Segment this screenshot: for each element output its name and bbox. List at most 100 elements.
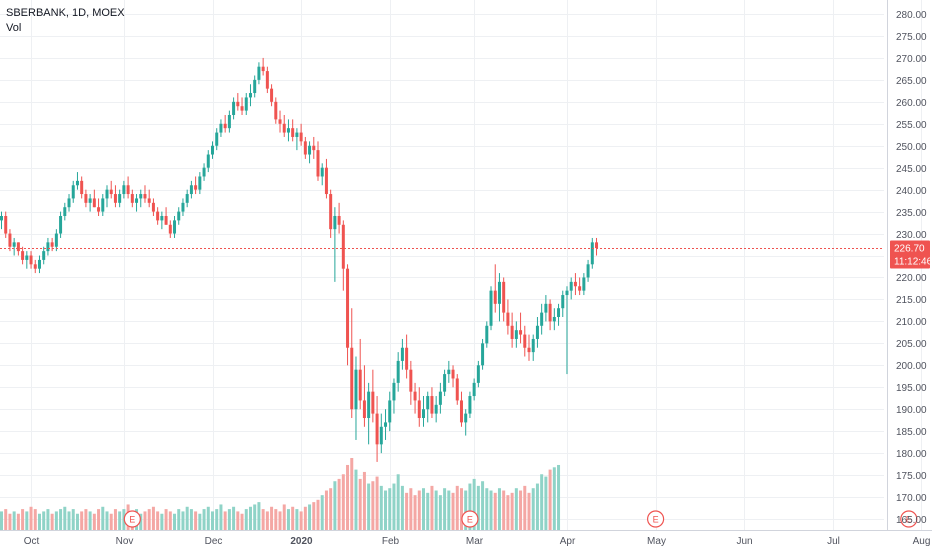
symbol-title[interactable]: SBERBANK, 1D, MOEX: [6, 7, 125, 19]
candle: [189, 180, 193, 199]
candle: [569, 277, 573, 300]
candle: [595, 237, 599, 256]
candle-body: [384, 422, 388, 427]
candle: [257, 62, 261, 85]
candle-body: [151, 202, 155, 212]
volume-bar: [270, 506, 274, 530]
candle-body: [523, 334, 527, 348]
candle-body: [472, 382, 476, 397]
candle: [548, 299, 552, 331]
candle-body: [434, 404, 438, 414]
candle: [388, 391, 392, 432]
candle: [590, 237, 594, 269]
candle-body: [84, 194, 88, 203]
candle: [434, 396, 438, 423]
candle: [295, 128, 299, 151]
x-tick-label: Jul: [827, 536, 840, 547]
volume-bar: [476, 485, 480, 530]
candle: [489, 286, 493, 331]
candle-body: [168, 224, 172, 234]
volume-bar: [519, 490, 523, 530]
candle: [25, 251, 29, 269]
candle: [46, 237, 50, 256]
earnings-marker[interactable]: E: [123, 510, 141, 528]
volume-bar: [253, 504, 257, 530]
candle: [371, 369, 375, 423]
candle-body: [198, 176, 202, 190]
candle: [438, 382, 442, 414]
candle-body: [194, 185, 198, 190]
candle: [379, 413, 383, 454]
candle-body: [54, 233, 58, 247]
candle-body: [514, 330, 518, 339]
candle: [286, 119, 290, 142]
candle-body: [189, 185, 193, 195]
volume-bar: [71, 509, 75, 530]
volume-bar: [535, 483, 539, 530]
candle: [455, 374, 459, 405]
candle: [248, 84, 252, 107]
earnings-marker[interactable]: E: [900, 510, 918, 528]
candle: [346, 264, 350, 366]
candle-body: [417, 400, 421, 418]
candle-body: [413, 391, 417, 401]
volume-bar: [109, 513, 113, 530]
volume-bar: [118, 511, 122, 530]
candle-body: [565, 290, 569, 296]
candle: [270, 84, 274, 107]
volume-bar: [101, 506, 105, 530]
candle-body: [527, 347, 531, 353]
candle-body: [459, 400, 463, 423]
candle: [84, 189, 88, 208]
volume-bar: [472, 478, 476, 530]
candle-body: [358, 369, 362, 401]
candle-body: [392, 382, 396, 401]
candle-body: [75, 180, 79, 186]
candle: [392, 378, 396, 414]
candle-body: [29, 255, 33, 265]
candle-body: [569, 281, 573, 291]
candle: [400, 338, 404, 370]
candle: [502, 277, 506, 322]
candle-body: [497, 281, 501, 304]
candle: [468, 391, 472, 418]
volume-bar: [168, 511, 172, 530]
volume-bar: [75, 513, 79, 530]
candle-body: [430, 396, 434, 414]
candle-body: [143, 194, 147, 199]
candle: [21, 246, 25, 265]
candle-body: [130, 194, 134, 203]
candle-body: [248, 93, 252, 98]
volume-bar: [67, 511, 71, 530]
time-axis[interactable]: Oct Nov Dec 2020 Feb Mar Apr May Jun Jul Aug: [24, 536, 931, 547]
candle: [97, 198, 101, 216]
volume-bar: [92, 513, 96, 530]
volume-bar: [173, 513, 177, 530]
x-tick-label: 2020: [290, 536, 313, 547]
volume-bar: [295, 509, 299, 530]
candle-body: [299, 132, 303, 142]
candle: [535, 317, 539, 348]
volume-bar: [232, 506, 236, 530]
volume-bar: [400, 485, 404, 530]
candle: [303, 136, 307, 159]
candle-body: [63, 207, 67, 216]
candle: [194, 176, 198, 195]
volume-bar: [282, 504, 286, 530]
earnings-marker-circle: [900, 510, 918, 528]
candle-body: [253, 79, 257, 94]
volume-bar: [552, 467, 556, 530]
earnings-marker[interactable]: E: [646, 510, 665, 528]
y-tick-label: 220.00: [896, 273, 927, 284]
candle: [223, 115, 227, 133]
candle: [63, 202, 67, 221]
volume-indicator-label[interactable]: Vol: [6, 22, 22, 34]
candle: [130, 189, 134, 208]
price-axis[interactable]: 280.00 275.00 270.00 265.00 260.00 255.00 250.…: [896, 10, 927, 526]
volume-bar: [274, 509, 278, 530]
earnings-marker[interactable]: E: [461, 510, 479, 528]
volume-bar: [544, 476, 548, 530]
y-tick-label: 180.00: [896, 449, 927, 460]
volume-bar: [215, 509, 219, 530]
